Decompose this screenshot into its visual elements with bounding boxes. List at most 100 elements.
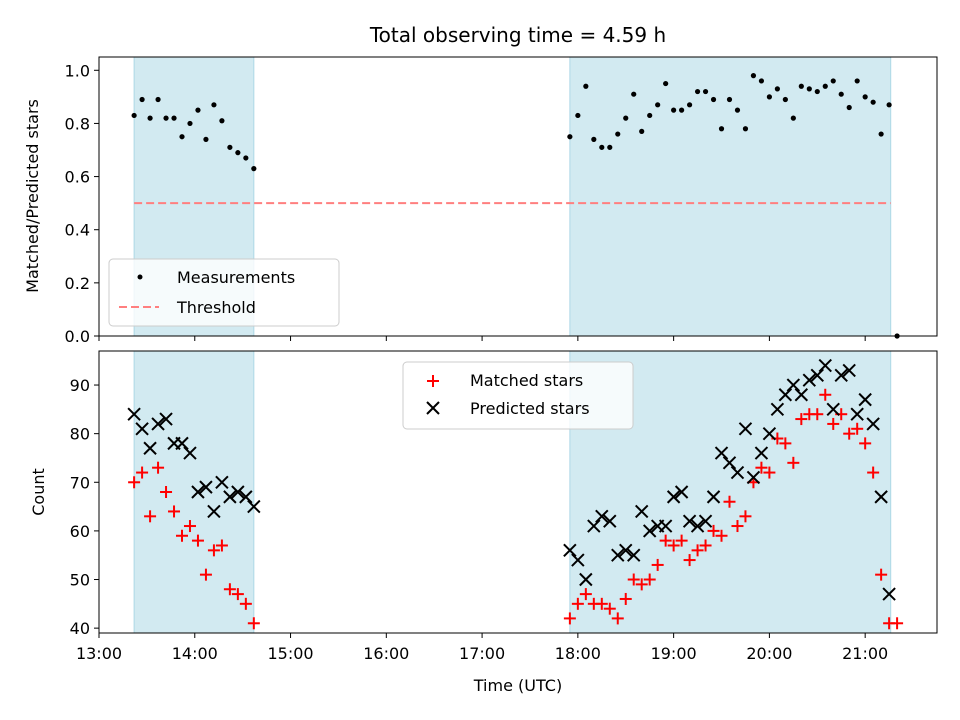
legend-dot-marker: [137, 274, 143, 280]
matched-star-point: [707, 524, 720, 537]
y-tick-label: 0.2: [65, 274, 90, 293]
predicted-star-point: [579, 572, 593, 587]
predicted-star-point: [207, 504, 221, 519]
legend-label-threshold: Threshold: [176, 298, 256, 317]
predicted-star-point: [215, 475, 229, 489]
predicted-star-point: [619, 543, 633, 558]
bottom-panel: 40 50 60 70 80 90 13:00 14:00 15:00 16:00 17:00 18…: [29, 350, 938, 695]
predicted-star-point: [866, 417, 880, 431]
top-legend-box: [108, 258, 340, 327]
predicted-star-point: [722, 456, 737, 470]
predicted-star-point: [127, 407, 141, 421]
predicted-star-point: [247, 499, 261, 514]
measurement-point: [671, 107, 677, 113]
x-tick-label: 19:00: [651, 644, 697, 663]
predicted-star-point: [738, 422, 753, 436]
top-y-axis-label: Matched/Predicted stars: [23, 99, 42, 293]
measurement-point: [251, 166, 257, 172]
predicted-star-point: [223, 490, 237, 504]
measurement-point: [806, 86, 812, 92]
matched-star-point: [176, 529, 189, 542]
matched-star-point: [819, 388, 832, 401]
measurement-point: [227, 144, 233, 150]
measurement-point: [702, 88, 709, 95]
measurement-point: [139, 96, 145, 103]
predicted-star-point: [834, 368, 848, 383]
measurement-point: [647, 112, 653, 119]
measurement-point: [575, 112, 581, 119]
predicted-star-point: [810, 368, 824, 383]
predicted-star-point: [826, 402, 840, 417]
matched-star-point: [763, 466, 776, 479]
legend-label-predicted: Predicted stars: [470, 399, 590, 418]
bottom-y-axis: 40 50 60 70 80 90: [70, 376, 99, 638]
matched-star-point: [239, 597, 252, 610]
predicted-star-point: [199, 480, 213, 494]
bottom-legend-box: [402, 361, 634, 430]
matched-star-point: [667, 539, 680, 552]
matched-star-point: [779, 437, 792, 450]
matched-star-point: [128, 476, 141, 489]
x-tick-label: 14:00: [172, 644, 218, 663]
measurement-point: [591, 136, 597, 142]
predicted-star-point: [634, 504, 649, 519]
predicted-star-point: [143, 441, 157, 455]
measurement-point: [663, 80, 669, 87]
measurement-point: [870, 99, 876, 105]
matched-star-point: [635, 578, 648, 591]
matched-star-point: [231, 588, 244, 601]
y-tick-label: 90: [70, 376, 90, 395]
predicted-star-point: [611, 548, 625, 562]
measurement-point: [750, 73, 757, 79]
predicted-star-point: [818, 358, 832, 373]
matched-stars-series: [128, 388, 904, 630]
matched-star-point: [731, 520, 744, 533]
predicted-star-point: [850, 407, 864, 421]
predicted-star-point: [571, 553, 585, 567]
x-tick-label: 18:00: [555, 644, 601, 663]
bottom-legend: Matched stars Predicted stars: [402, 361, 634, 430]
matched-star-point: [683, 554, 696, 567]
measurement-point: [790, 115, 796, 121]
matched-star-point: [144, 510, 157, 523]
matched-star-point: [811, 408, 824, 421]
matched-star-point: [691, 544, 704, 557]
measurement-point: [846, 104, 852, 111]
predicted-star-point: [730, 465, 745, 480]
matched-star-point: [603, 602, 616, 615]
matched-star-point: [723, 495, 736, 508]
matched-star-point: [715, 529, 728, 542]
predicted-star-point: [191, 485, 205, 499]
measurement-point: [155, 96, 161, 103]
measurement-point: [187, 120, 193, 127]
x-tick-label: 20:00: [746, 644, 792, 663]
matched-star-point: [183, 520, 196, 533]
measurement-point: [147, 115, 153, 121]
predicted-star-point: [682, 514, 697, 528]
matched-star-point: [191, 534, 204, 547]
matched-star-point: [859, 437, 872, 450]
measurement-point: [694, 88, 701, 95]
matched-star-point: [627, 573, 640, 586]
x-tick-label: 17:00: [459, 644, 505, 663]
matched-star-point: [247, 617, 260, 630]
measurement-point: [830, 78, 836, 84]
predicted-stars-series: [127, 358, 896, 601]
x-tick-label: 13:00: [76, 644, 122, 663]
measurement-point: [822, 83, 828, 89]
matched-star-point: [851, 422, 864, 435]
y-tick-label: 0.8: [65, 114, 90, 133]
measurement-point: [782, 96, 788, 103]
predicted-star-point: [874, 490, 888, 504]
measurement-point: [623, 115, 629, 121]
top-y-axis: 0.0 0.2 0.4 0.6 0.8 1.0: [65, 61, 99, 346]
matched-star-point: [739, 510, 752, 523]
predicted-star-point: [794, 388, 809, 402]
predicted-star-point: [151, 417, 165, 431]
matched-star-point: [199, 568, 212, 581]
predicted-star-point: [762, 426, 777, 441]
predicted-star-point: [842, 363, 856, 378]
chart-title: Total observing time = 4.59 h: [369, 23, 666, 47]
matched-star-point: [867, 466, 880, 479]
predicted-star-point: [778, 388, 793, 402]
